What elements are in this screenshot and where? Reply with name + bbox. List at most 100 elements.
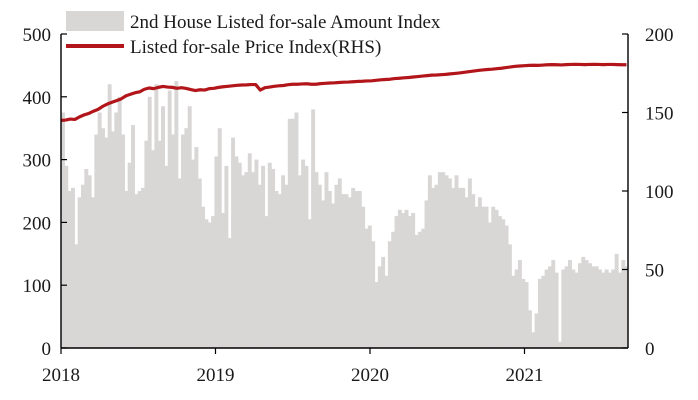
bar-amount-index — [347, 197, 352, 348]
bar-amount-index — [161, 106, 165, 348]
bar-amount-index — [524, 282, 529, 348]
bar-amount-index — [67, 191, 72, 348]
bar-amount-index — [194, 147, 199, 348]
bar-amount-index — [421, 228, 426, 348]
bar-amount-index — [187, 106, 192, 348]
legend-label-amount-index: 2nd House Listed for-sale Amount Index — [130, 12, 441, 33]
bar-amount-index — [304, 165, 309, 348]
bar-amount-index — [614, 253, 619, 348]
bar-amount-index — [494, 209, 499, 348]
bar-amount-index — [504, 225, 509, 348]
bar-amount-index — [101, 128, 105, 348]
bar-amount-index — [534, 313, 539, 348]
bar-amount-index — [381, 256, 386, 348]
bar-amount-index — [144, 140, 149, 348]
bar-amount-index — [307, 219, 312, 348]
bar-amount-index — [151, 150, 155, 348]
bar-amount-index — [141, 187, 145, 348]
bar-amount-index — [91, 197, 95, 348]
bar-amount-index — [484, 206, 489, 348]
bar-amount-index — [387, 241, 392, 348]
x-tick-label: 2019 — [196, 365, 234, 386]
bar-amount-index — [357, 191, 362, 348]
bar-amount-index — [94, 134, 99, 348]
bar-amount-index — [237, 162, 242, 348]
right-tick-label: 50 — [645, 261, 664, 282]
bar-amount-index — [291, 118, 296, 348]
bar-amount-index — [117, 96, 122, 348]
bar-amount-index — [567, 260, 572, 348]
bar-amount-index — [577, 263, 582, 348]
bar-amount-index — [104, 137, 109, 348]
bar-amount-index — [264, 216, 269, 348]
bar-amount-index — [191, 159, 196, 348]
bar-amount-index — [414, 234, 419, 348]
bar-amount-index — [477, 197, 482, 348]
bar-amount-index — [251, 172, 256, 348]
bar-amount-index — [441, 172, 446, 348]
bar-amount-index — [537, 278, 542, 348]
bar-amount-index — [431, 187, 436, 348]
legend-label-price-index: Listed for-sale Price Index(RHS) — [130, 37, 381, 58]
bar-amount-index — [97, 112, 102, 348]
bar-amount-index — [267, 162, 272, 348]
bar-amount-index — [391, 231, 396, 348]
bar-amount-index — [617, 272, 622, 348]
bar-amount-index — [271, 169, 276, 348]
bar-amount-index — [531, 332, 536, 348]
bar-amount-index — [621, 260, 626, 348]
bar-amount-index — [217, 128, 222, 348]
bar-amount-index — [261, 165, 266, 348]
bar-amount-index — [367, 225, 372, 348]
bar-amount-index — [214, 156, 219, 348]
bar-amount-index — [611, 269, 616, 348]
bar-amount-index — [604, 269, 609, 348]
left-tick-label: 200 — [23, 213, 52, 234]
bar-amount-index — [394, 216, 399, 348]
legend-swatch-amount-index — [66, 11, 124, 31]
bar-amount-index — [131, 125, 135, 348]
bar-amount-index — [294, 112, 299, 348]
bar-amount-index — [417, 231, 422, 348]
bar-amount-index — [497, 216, 502, 348]
right-tick-label: 0 — [645, 339, 655, 360]
bar-amount-index — [181, 134, 186, 348]
bar-amount-index — [554, 272, 559, 348]
bar-amount-index — [77, 197, 82, 348]
bar-amount-index — [404, 209, 409, 348]
right-tick-label: 100 — [645, 182, 674, 203]
bar-amount-index — [321, 200, 326, 348]
bar-amount-index — [371, 241, 376, 348]
bar-amount-index — [317, 184, 322, 348]
bar-amount-index — [594, 266, 599, 348]
bar-amount-index — [511, 275, 516, 348]
bar-amount-index — [521, 278, 526, 348]
bar-amount-index — [587, 263, 592, 348]
bar-amount-index — [201, 206, 206, 348]
bar-amount-index — [364, 228, 369, 348]
bar-amount-index — [384, 275, 389, 348]
bar-amount-index — [231, 137, 236, 348]
bar-amount-index — [574, 272, 579, 348]
bar-amount-index — [444, 175, 449, 348]
bar-amount-index — [157, 140, 162, 348]
bar-amount-index — [137, 191, 142, 348]
bar-amount-index — [447, 178, 452, 348]
bar-amount-index — [134, 194, 139, 348]
bar-amount-index — [437, 172, 442, 348]
bar-amount-index — [281, 175, 286, 348]
axes-layer: 0 100 200 300 400 500 0 50 100 150 200 2018 2019 2020… — [23, 25, 674, 386]
bar-amount-index — [171, 134, 175, 348]
legend: 2nd House Listed for-sale Amount Index L… — [66, 11, 441, 58]
bar-amount-index — [571, 269, 576, 348]
bar-amount-index — [471, 194, 476, 348]
bar-amount-index — [327, 191, 332, 348]
bar-amount-index — [341, 194, 346, 348]
bar-amount-index — [374, 282, 379, 348]
bar-amount-index — [584, 260, 589, 348]
bar-amount-index — [174, 81, 179, 348]
line-layer — [60, 62, 627, 122]
bar-amount-index — [221, 212, 226, 348]
bar-amount-index — [401, 212, 406, 348]
